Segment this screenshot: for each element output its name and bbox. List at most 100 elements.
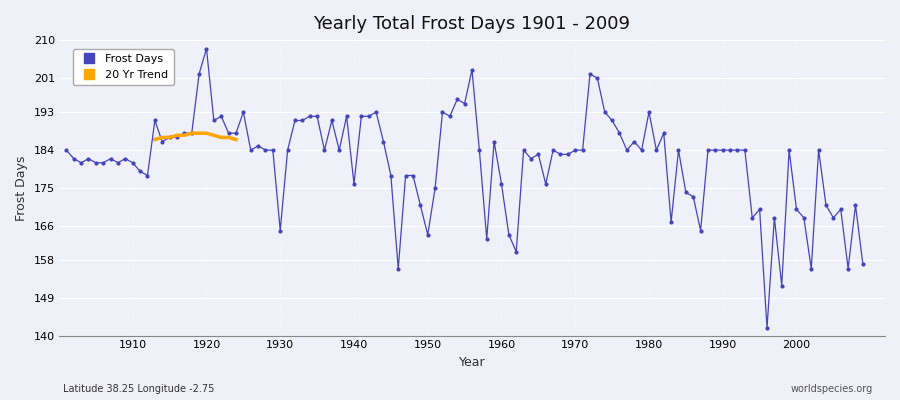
Point xyxy=(391,265,405,272)
Point xyxy=(443,113,457,120)
Point xyxy=(517,147,531,153)
Point xyxy=(355,113,369,120)
Point xyxy=(561,151,575,158)
Point xyxy=(656,130,670,136)
Point xyxy=(819,202,833,208)
Point xyxy=(745,215,760,221)
Point xyxy=(716,147,730,153)
Point xyxy=(708,147,723,153)
Point xyxy=(796,215,811,221)
Point xyxy=(96,160,111,166)
Point xyxy=(789,206,804,212)
Point xyxy=(568,147,582,153)
Point xyxy=(457,100,472,107)
Point xyxy=(258,147,273,153)
Point xyxy=(804,265,818,272)
Y-axis label: Frost Days: Frost Days xyxy=(15,156,28,221)
Point xyxy=(760,325,774,331)
Point xyxy=(318,147,332,153)
Point xyxy=(450,96,464,102)
Point xyxy=(244,147,258,153)
Point xyxy=(184,130,199,136)
Point xyxy=(59,147,74,153)
Point xyxy=(693,227,707,234)
Point xyxy=(664,219,679,225)
Legend: Frost Days, 20 Yr Trend: Frost Days, 20 Yr Trend xyxy=(73,49,174,85)
Point xyxy=(332,147,347,153)
Point xyxy=(362,113,376,120)
Point xyxy=(67,155,81,162)
Point xyxy=(251,143,266,149)
Point xyxy=(767,215,781,221)
Point xyxy=(133,168,148,174)
Point xyxy=(524,155,538,162)
Point xyxy=(605,117,619,124)
Point xyxy=(642,109,656,115)
X-axis label: Year: Year xyxy=(459,356,485,369)
Point xyxy=(436,109,450,115)
Point xyxy=(111,160,125,166)
Point xyxy=(420,232,435,238)
Point xyxy=(104,155,118,162)
Point xyxy=(199,45,213,52)
Point xyxy=(531,151,545,158)
Point xyxy=(428,185,442,191)
Point xyxy=(399,172,413,179)
Point xyxy=(207,117,221,124)
Point xyxy=(236,109,250,115)
Point xyxy=(649,147,663,153)
Point xyxy=(125,160,140,166)
Point xyxy=(634,147,649,153)
Point xyxy=(118,155,132,162)
Point xyxy=(782,147,796,153)
Text: worldspecies.org: worldspecies.org xyxy=(791,384,873,394)
Point xyxy=(266,147,280,153)
Point xyxy=(346,181,361,187)
Point xyxy=(598,109,612,115)
Point xyxy=(273,227,287,234)
Point xyxy=(162,134,176,141)
Point xyxy=(192,71,206,77)
Point xyxy=(701,147,716,153)
Point xyxy=(752,206,767,212)
Point xyxy=(494,181,508,187)
Point xyxy=(302,113,317,120)
Point xyxy=(383,172,398,179)
Point xyxy=(686,194,700,200)
Point xyxy=(480,236,494,242)
Point xyxy=(464,66,479,73)
Point xyxy=(590,75,605,81)
Point xyxy=(723,147,737,153)
Point xyxy=(325,117,339,124)
Point xyxy=(833,206,848,212)
Point xyxy=(310,113,324,120)
Text: Latitude 38.25 Longitude -2.75: Latitude 38.25 Longitude -2.75 xyxy=(63,384,214,394)
Point xyxy=(376,138,391,145)
Point xyxy=(620,147,634,153)
Point xyxy=(554,151,568,158)
Point xyxy=(74,160,88,166)
Point xyxy=(501,232,516,238)
Point xyxy=(812,147,826,153)
Point xyxy=(339,113,354,120)
Point xyxy=(487,138,501,145)
Point xyxy=(406,172,420,179)
Point xyxy=(229,130,243,136)
Point xyxy=(826,215,841,221)
Point xyxy=(177,130,192,136)
Point xyxy=(472,147,487,153)
Point xyxy=(546,147,561,153)
Point xyxy=(679,189,693,196)
Point xyxy=(671,147,686,153)
Point xyxy=(627,138,642,145)
Title: Yearly Total Frost Days 1901 - 2009: Yearly Total Frost Days 1901 - 2009 xyxy=(313,15,631,33)
Point xyxy=(413,202,428,208)
Point xyxy=(849,202,863,208)
Point xyxy=(214,113,229,120)
Point xyxy=(170,134,184,141)
Point xyxy=(295,117,310,124)
Point xyxy=(288,117,302,124)
Point xyxy=(369,109,383,115)
Point xyxy=(155,138,169,145)
Point xyxy=(856,261,870,268)
